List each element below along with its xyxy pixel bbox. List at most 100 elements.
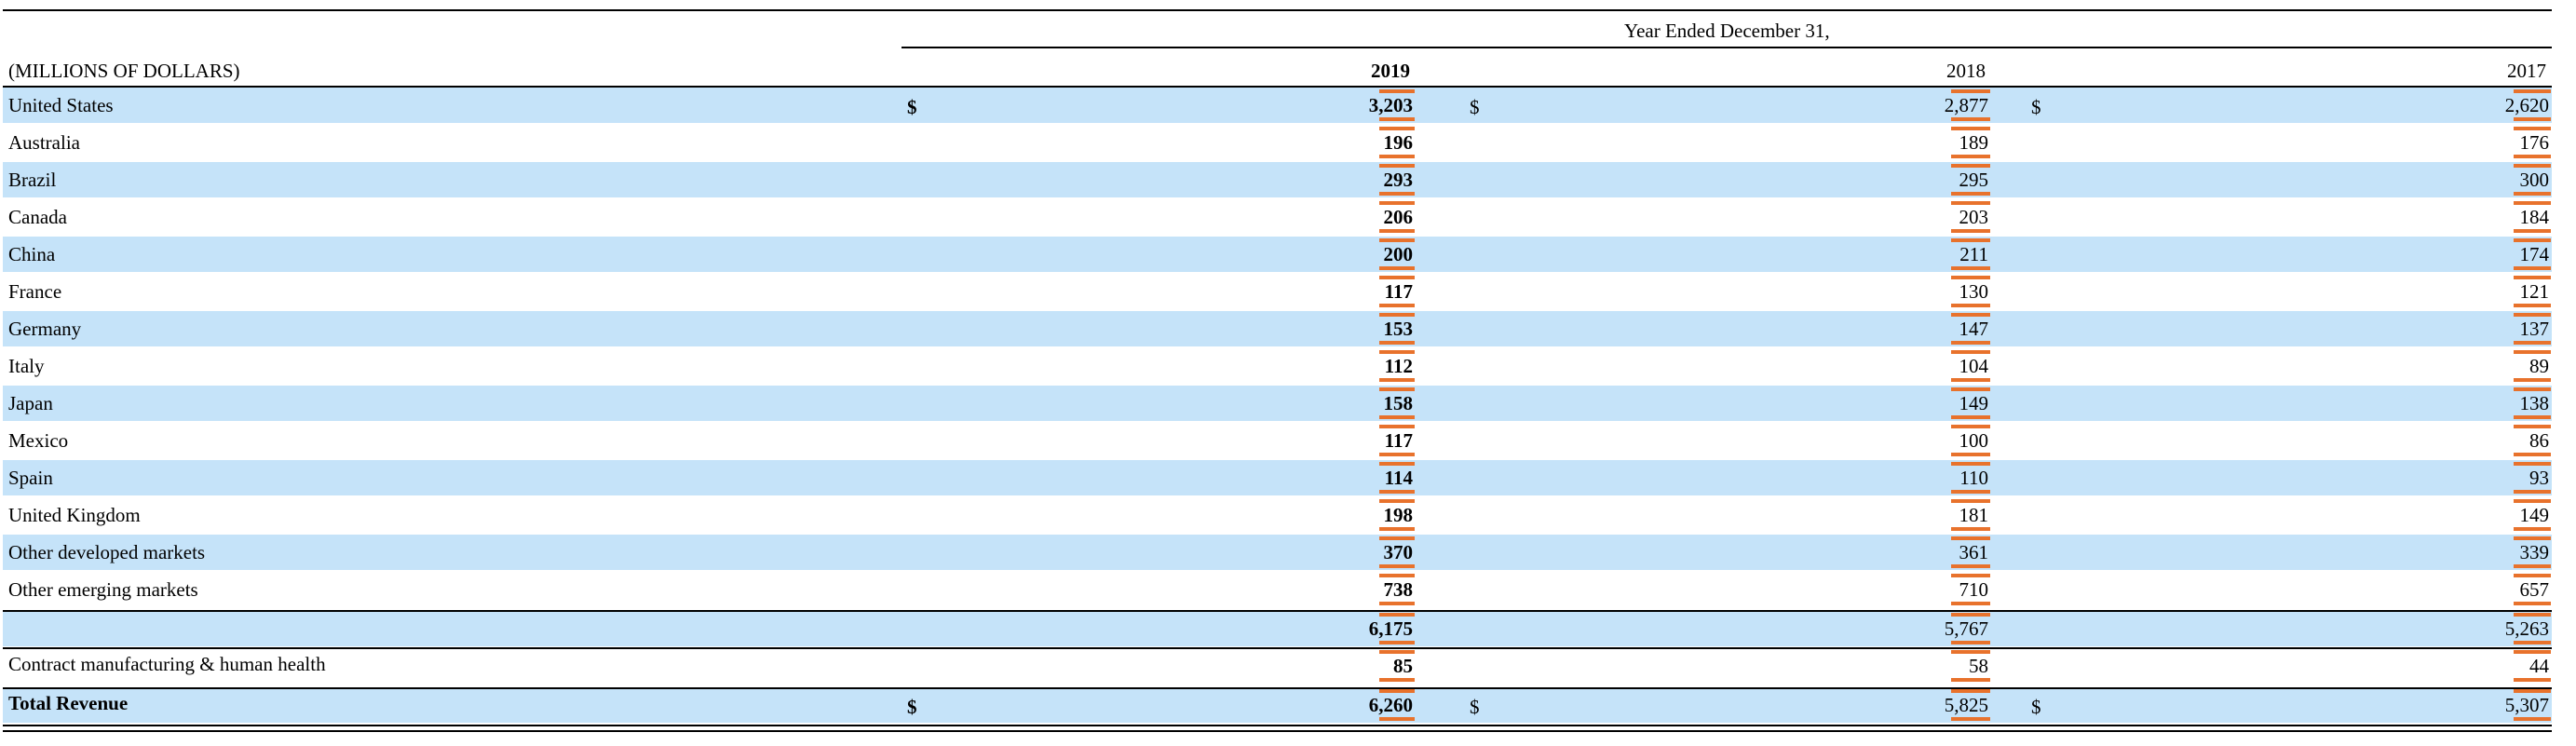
highlight-mark (1951, 564, 1990, 568)
highlight-mark (1951, 201, 1990, 205)
highlight-mark (1379, 341, 1415, 345)
highlight-mark (1951, 574, 1990, 577)
value-2018: 130 (1959, 280, 1989, 303)
row-label: China (8, 243, 56, 265)
value-2018: 361 (1959, 541, 1989, 563)
value-2019: 3,203 (1368, 94, 1413, 116)
highlight-mark (2514, 462, 2551, 466)
highlight-mark (2514, 155, 2551, 158)
value-2017: 44 (2529, 655, 2549, 677)
total-bottom-rule-1 (3, 725, 2552, 726)
value-2018: 149 (1959, 392, 1989, 414)
highlight-mark (1379, 229, 1415, 233)
value-2017: 138 (2519, 392, 2550, 414)
value-2018: 100 (1959, 429, 1989, 452)
value-2017: 176 (2519, 131, 2550, 154)
value-2017: 5,307 (2504, 694, 2549, 716)
value-2017: 86 (2529, 429, 2549, 452)
value-2018: 710 (1959, 578, 1989, 601)
currency-symbol-2017: $ (2031, 696, 2041, 718)
highlight-mark (1379, 378, 1415, 382)
table-row: Contract manufacturing & human health 85 5… (3, 648, 2552, 684)
value-2017: 89 (2529, 355, 2549, 377)
table-row: United States 3,203 2,877 2,620 $ $ $ (3, 88, 2552, 123)
value-2019: 117 (1384, 280, 1413, 303)
value-2019: 153 (1383, 318, 1414, 340)
highlight-mark (1951, 155, 1990, 158)
highlight-mark (2514, 678, 2551, 682)
highlight-mark (2514, 415, 2551, 419)
highlight-mark (1951, 689, 1990, 693)
year-header-2017: 2017 (2507, 60, 2546, 82)
highlight-mark (1951, 89, 1990, 93)
value-2019: 198 (1383, 504, 1414, 526)
highlight-mark (1379, 350, 1415, 354)
highlight-mark (2514, 164, 2551, 168)
table-row: Germany 153 147 137 (3, 311, 2552, 346)
value-2017: 2,620 (2504, 94, 2549, 116)
header-rule (3, 86, 2552, 88)
value-2018: 58 (1969, 655, 1988, 677)
highlight-mark (2514, 117, 2551, 121)
value-2017: 339 (2519, 541, 2550, 563)
highlight-mark (1379, 127, 1415, 130)
value-2017: 121 (2519, 280, 2550, 303)
highlight-mark (1951, 717, 1990, 721)
period-header: Year Ended December 31, (1624, 20, 1830, 42)
value-2017: 5,263 (2504, 617, 2549, 640)
row-label: Mexico (8, 429, 69, 452)
subtotal-rule (3, 610, 2552, 612)
highlight-mark (2514, 238, 2551, 242)
highlight-mark (1379, 650, 1415, 654)
subtotal-bottom-rule (3, 647, 2552, 649)
row-label: Australia (8, 131, 80, 154)
highlight-mark (1379, 689, 1415, 693)
highlight-mark (1951, 490, 1990, 494)
highlight-mark (1379, 117, 1415, 121)
value-2019: 200 (1383, 243, 1414, 265)
highlight-mark (2514, 574, 2551, 577)
value-2018: 2,877 (1944, 94, 1988, 116)
highlight-mark (1379, 613, 1415, 617)
row-label: United Kingdom (8, 504, 141, 526)
table-row: Other emerging markets 738 710 657 (3, 572, 2552, 607)
highlight-mark (1379, 425, 1415, 428)
highlight-mark (1379, 602, 1415, 605)
row-label: Contract manufacturing & human health (8, 653, 326, 675)
value-2019: 293 (1383, 169, 1414, 191)
highlight-mark (2514, 127, 2551, 130)
highlight-mark (1951, 613, 1990, 617)
highlight-mark (1379, 164, 1415, 168)
highlight-mark (1951, 350, 1990, 354)
highlight-mark (1951, 415, 1990, 419)
value-2017: 174 (2519, 243, 2550, 265)
value-2017: 93 (2529, 467, 2549, 489)
value-2018: 110 (1959, 467, 1988, 489)
highlight-mark (2514, 641, 2551, 644)
highlight-mark (1951, 602, 1990, 605)
highlight-mark (2514, 201, 2551, 205)
highlight-mark (1379, 490, 1415, 494)
highlight-mark (1379, 453, 1415, 456)
table-row: 6,175 5,767 5,263 (3, 611, 2552, 646)
highlight-mark (2514, 425, 2551, 428)
highlight-mark (1379, 276, 1415, 279)
highlight-mark (2514, 313, 2551, 317)
highlight-mark (1379, 415, 1415, 419)
highlight-mark (1951, 238, 1990, 242)
highlight-mark (1951, 304, 1990, 307)
currency-symbol-2017: $ (2031, 96, 2041, 118)
highlight-mark (2514, 89, 2551, 93)
highlight-mark (2514, 276, 2551, 279)
row-label: United States (8, 94, 114, 116)
year-header-2018: 2018 (1946, 60, 1986, 82)
highlight-mark (2514, 229, 2551, 233)
table-row: Brazil 293 295 300 (3, 162, 2552, 197)
value-2018: 211 (1959, 243, 1988, 265)
currency-symbol-2018: $ (1470, 696, 1480, 718)
total-top-rule (3, 687, 2552, 689)
value-2017: 300 (2519, 169, 2550, 191)
value-2018: 203 (1959, 206, 1989, 228)
table-row: France 117 130 121 (3, 274, 2552, 309)
highlight-mark (2514, 527, 2551, 531)
